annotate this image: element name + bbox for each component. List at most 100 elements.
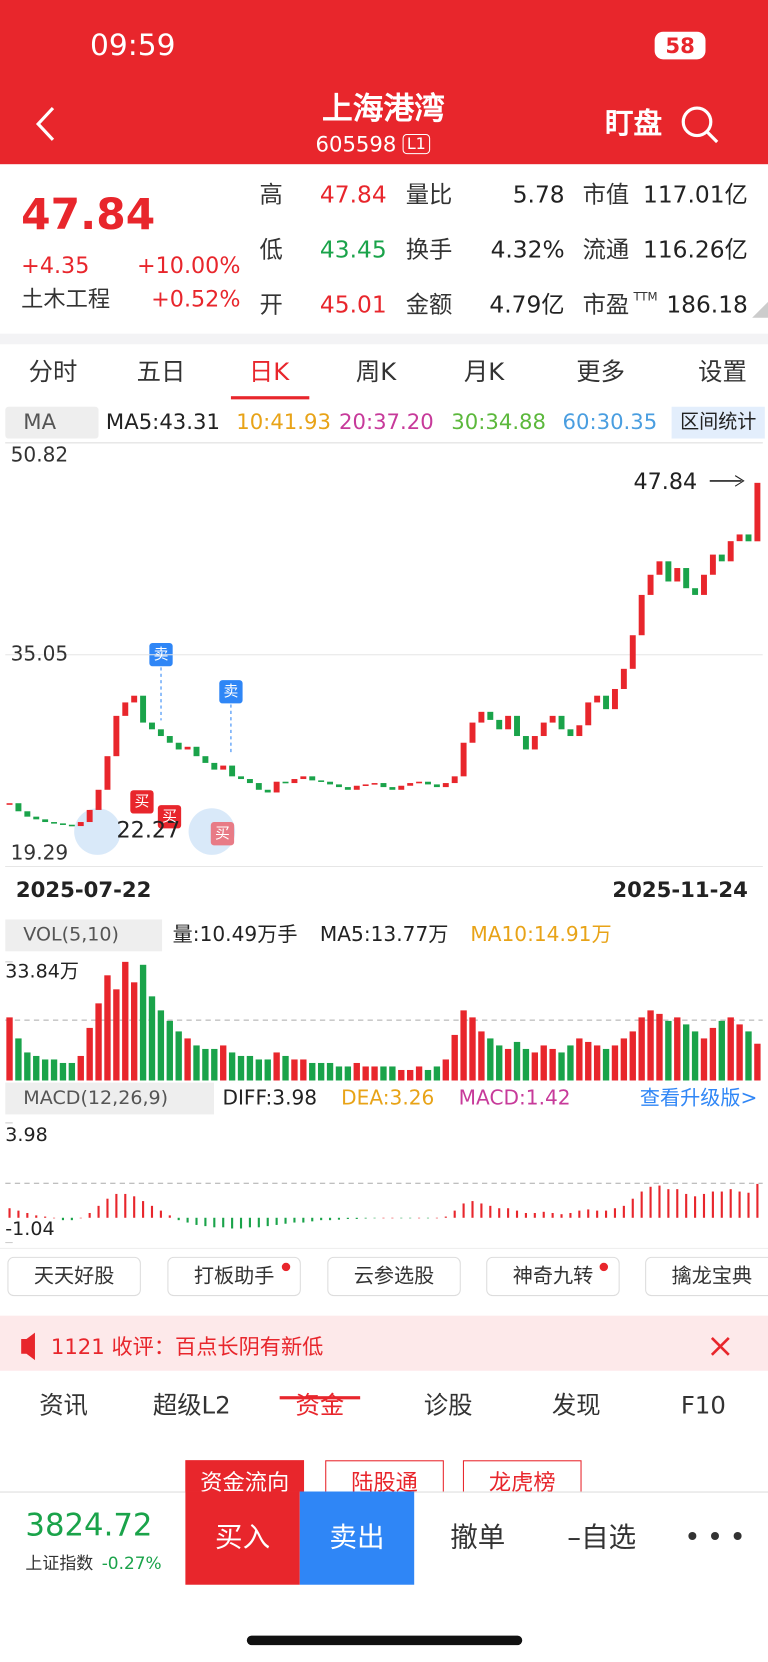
candle [594, 695, 601, 703]
candle [140, 695, 147, 723]
stat-value: 5.78 [512, 182, 565, 209]
candle [291, 779, 298, 784]
sell-label[interactable]: 卖出 [329, 1522, 385, 1555]
stat-label: 市值 [582, 182, 630, 209]
period-tab[interactable]: 设置 [698, 358, 747, 387]
y-tick-label: 19.29 [10, 841, 69, 865]
trade-marker: 买 [162, 808, 177, 826]
macd-bar [115, 1193, 118, 1218]
candle [184, 746, 191, 750]
tool-button[interactable]: 神奇九转 [486, 1256, 620, 1297]
candle [576, 725, 583, 737]
stat-value: 45.01 [319, 292, 387, 319]
info-tab[interactable]: 发现 [551, 1392, 601, 1421]
divider [0, 1247, 768, 1249]
candle [77, 822, 84, 827]
info-tab[interactable]: 诊股 [423, 1392, 473, 1421]
vol-selector[interactable]: VOL(5,10) [23, 923, 119, 946]
candle [255, 783, 262, 790]
volume-bar [68, 1062, 76, 1081]
macd-bar [640, 1191, 643, 1218]
period-tab[interactable]: 分时 [28, 358, 78, 387]
candle [157, 729, 164, 737]
period-tab[interactable]: 五日 [136, 358, 186, 387]
info-tab[interactable]: 超级L2 [152, 1392, 231, 1421]
macd-selector-bg[interactable] [5, 1082, 214, 1115]
macd-bar [328, 1217, 332, 1221]
vol-selector-bg[interactable] [5, 919, 163, 952]
watch-button[interactable]: 盯盘 [604, 107, 663, 141]
tool-button[interactable]: 擒龙宝典 [645, 1256, 768, 1297]
macd-bar [578, 1210, 581, 1218]
search-icon[interactable] [681, 106, 713, 138]
volume-bar [540, 1045, 547, 1081]
buy-button[interactable] [185, 1491, 300, 1585]
volume-bar [460, 1010, 467, 1081]
close-icon[interactable] [710, 1336, 730, 1356]
sell-button[interactable] [299, 1491, 415, 1585]
macd-bar [453, 1210, 456, 1218]
macd-bar [462, 1203, 465, 1218]
candle [389, 787, 396, 790]
volume-bar [380, 1066, 387, 1081]
ma-selector[interactable]: MA [23, 408, 57, 435]
info-tab[interactable]: 资金 [295, 1392, 345, 1421]
buy-label[interactable]: 买入 [215, 1522, 271, 1555]
notice-text[interactable]: 1121 收评：百点长阴有新低 [50, 1333, 324, 1360]
more-button[interactable]: ••• [684, 1522, 753, 1555]
candle [629, 635, 636, 669]
speaker-icon [21, 1332, 35, 1361]
corner [752, 301, 768, 318]
volume-bar [567, 1045, 574, 1081]
candle [202, 756, 209, 763]
y-tick-label: 50.82 [10, 443, 69, 467]
macd-bar [8, 1208, 11, 1218]
period-tab[interactable]: 更多 [576, 358, 625, 387]
range-stat[interactable]: 区间统计 [680, 411, 757, 434]
macd-value: DEA:3.26 [341, 1086, 435, 1110]
macd-value: MACD:1.42 [458, 1086, 571, 1110]
upgrade-link[interactable]: 查看升级版> [639, 1086, 758, 1110]
volume-bar [24, 1052, 31, 1081]
tool-button[interactable]: 天天好股 [7, 1256, 141, 1297]
period-tab[interactable]: 月K [463, 358, 505, 387]
candle [273, 781, 280, 793]
volume-bar [41, 1059, 49, 1081]
stat-label: 换手 [405, 237, 453, 264]
tool-button[interactable]: 云参选股 [327, 1256, 461, 1297]
info-tab[interactable]: 资讯 [39, 1392, 88, 1421]
stat-value: 116.26亿 [643, 237, 748, 264]
cancel-button[interactable]: 撤单 [450, 1522, 506, 1555]
period-tab[interactable]: 日K [248, 358, 290, 387]
trade-marker: 买 [134, 793, 150, 811]
macd-selector[interactable]: MACD(12,26,9) [23, 1086, 169, 1110]
candle [104, 756, 111, 790]
volume-bar [469, 1017, 476, 1081]
volume-bar [620, 1038, 628, 1081]
macd-value: DIFF:3.98 [222, 1086, 318, 1110]
volume-bar [593, 1045, 601, 1081]
macd-bar [168, 1215, 171, 1218]
macd-bar [515, 1210, 519, 1218]
sector-pct: +0.52% [151, 286, 241, 312]
watchlist-button[interactable]: –自选 [567, 1522, 637, 1555]
period-tab[interactable]: 更多 [576, 361, 625, 385]
stock-name: 上海港湾 [322, 90, 445, 127]
info-tab[interactable]: F10 [680, 1392, 726, 1421]
volume-bar [291, 1059, 298, 1081]
stat-label: 金额 [405, 292, 453, 319]
macd-bar [649, 1186, 652, 1218]
volume-bar [585, 1041, 592, 1081]
back-icon[interactable] [35, 106, 55, 141]
sector: 土木工程 [21, 286, 111, 312]
stat-bg[interactable] [671, 406, 765, 439]
candle [238, 776, 244, 780]
ma-selector-bg[interactable] [5, 406, 99, 439]
tool-button[interactable]: 打板助手 [167, 1256, 301, 1297]
volume-bar [344, 1066, 352, 1081]
macd-bar [702, 1193, 706, 1218]
macd-bar [150, 1205, 154, 1218]
period-tab[interactable]: 周K [355, 358, 397, 387]
candle [425, 781, 431, 785]
battery-level: 58 [665, 32, 695, 59]
